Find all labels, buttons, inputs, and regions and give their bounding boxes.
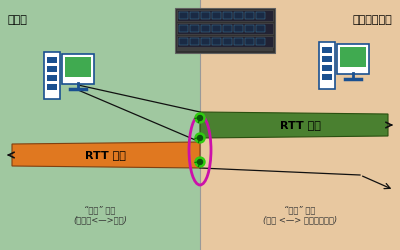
Circle shape (198, 160, 202, 164)
Bar (200, 0, 400, 250)
Bar (212, 25, 221, 32)
Bar (256, 38, 265, 45)
Bar (234, 12, 243, 19)
Bar (223, 12, 232, 19)
Bar (190, 25, 199, 32)
Polygon shape (12, 142, 200, 168)
Bar (245, 12, 254, 19)
Circle shape (195, 157, 205, 167)
Bar (322, 74, 332, 80)
Bar (256, 12, 265, 19)
Bar (223, 25, 232, 32)
Bar (322, 65, 332, 71)
Bar (234, 25, 243, 32)
Bar (322, 47, 332, 53)
Text: 连接的工作组: 连接的工作组 (352, 15, 392, 25)
Bar (245, 25, 254, 32)
Bar (212, 12, 221, 19)
Bar (177, 10, 273, 21)
Text: “出站” 网络
(设备 <—> 连接的工作组): “出站” 网络 (设备 <—> 连接的工作组) (263, 205, 337, 225)
Bar (47, 75, 57, 81)
Bar (201, 38, 210, 45)
FancyBboxPatch shape (175, 8, 275, 53)
Bar (201, 25, 210, 32)
Bar (47, 66, 57, 72)
Bar (179, 38, 188, 45)
FancyBboxPatch shape (44, 52, 60, 99)
Text: “入站” 网络
(工作组<—>设备): “入站” 网络 (工作组<—>设备) (73, 205, 127, 225)
FancyBboxPatch shape (337, 44, 369, 74)
Bar (190, 12, 199, 19)
Circle shape (198, 136, 202, 140)
Bar (190, 38, 199, 45)
Text: RTT 出站: RTT 出站 (280, 120, 320, 130)
Circle shape (195, 133, 205, 143)
Bar (245, 38, 254, 45)
Bar (322, 56, 332, 62)
Bar (47, 84, 57, 90)
Bar (223, 38, 232, 45)
Text: RTT 入站: RTT 入站 (84, 150, 126, 160)
Bar (234, 38, 243, 45)
Bar (47, 57, 57, 63)
FancyBboxPatch shape (319, 42, 335, 89)
Bar (212, 38, 221, 45)
Bar (179, 12, 188, 19)
Bar (340, 47, 366, 67)
Text: 工作组: 工作组 (8, 15, 28, 25)
Bar (179, 25, 188, 32)
FancyBboxPatch shape (62, 54, 94, 84)
Bar (0, 0, 200, 250)
Bar (177, 48, 273, 51)
Bar (201, 12, 210, 19)
Circle shape (198, 116, 202, 120)
Bar (177, 36, 273, 47)
Circle shape (195, 113, 205, 123)
Polygon shape (200, 112, 388, 138)
Bar (256, 25, 265, 32)
Bar (177, 23, 273, 34)
Bar (65, 57, 91, 77)
